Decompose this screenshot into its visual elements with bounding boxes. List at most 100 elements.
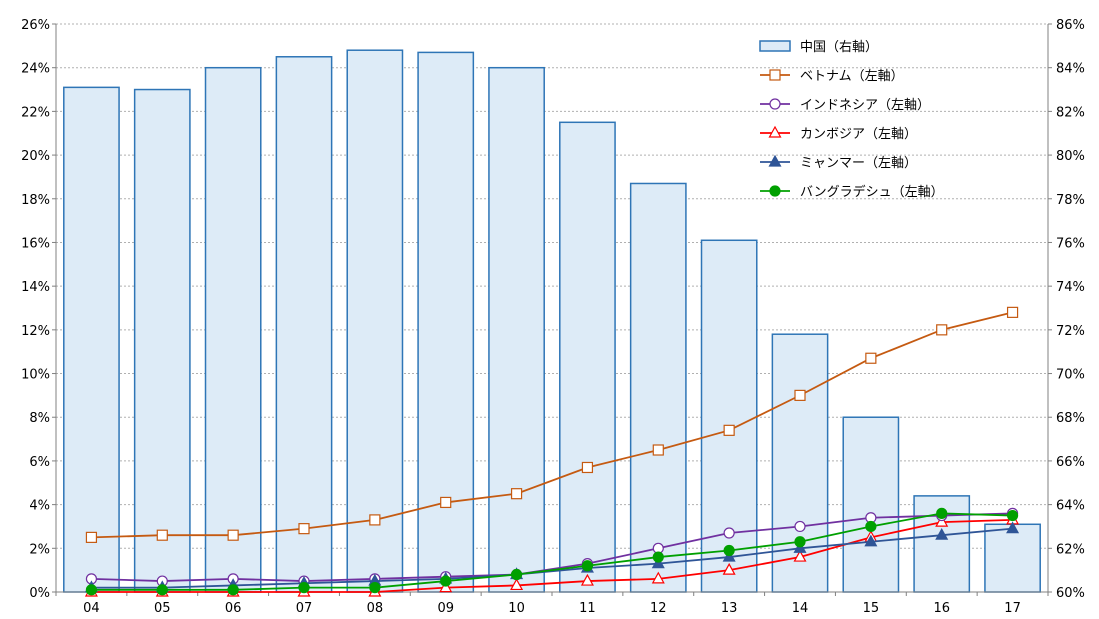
series-point — [227, 584, 239, 596]
series-line — [91, 311, 1013, 539]
series-point — [864, 534, 878, 547]
bar-china — [346, 49, 404, 593]
x-tick-label: 17 — [1004, 601, 1021, 616]
right-tick-label: 68% — [1056, 411, 1085, 426]
series-line — [91, 512, 1013, 591]
bar-china — [63, 86, 120, 593]
right-tick-label: 70% — [1056, 368, 1085, 383]
legend-label: ベトナム（左軸） — [800, 69, 904, 84]
series-point — [369, 514, 381, 526]
right-tick-label: 80% — [1056, 149, 1085, 164]
series-point — [156, 529, 168, 541]
left-tick-label: 14% — [21, 280, 50, 295]
right-tick-label: 86% — [1056, 18, 1085, 33]
series-point — [794, 520, 806, 533]
series-point — [227, 529, 239, 541]
legend-swatch-marker — [769, 185, 781, 197]
series-point — [652, 551, 664, 563]
x-tick-label: 12 — [650, 601, 667, 616]
x-axis-ticks: 04 05 06 07 08 09 10 11 12 13 14 15 16 17 — [55, 592, 1049, 616]
series-point — [793, 549, 807, 562]
bar-china — [842, 416, 900, 593]
left-tick-label: 12% — [21, 324, 50, 339]
legend-label: カンボジア（左軸） — [800, 127, 917, 142]
series-point — [510, 488, 523, 500]
legend-swatch-marker — [769, 98, 781, 110]
right-tick-label: 66% — [1056, 455, 1085, 470]
series-point — [723, 527, 735, 539]
x-tick-label: 09 — [437, 601, 454, 616]
series-point — [510, 568, 523, 581]
series-point — [156, 584, 168, 596]
series-point — [1006, 509, 1019, 522]
right-axis-ticks: 60% 62% 64% 66% 68% 70% 72% 74% 76% 78% 80% 82% 84% 8… — [1048, 18, 1085, 601]
series-point — [865, 520, 877, 533]
left-tick-label: 10% — [21, 368, 50, 383]
legend-swatch-marker — [768, 154, 782, 167]
bar-china — [629, 182, 687, 593]
line-series — [84, 306, 1020, 597]
x-tick-label: 11 — [579, 601, 596, 616]
left-tick-label: 8% — [29, 411, 50, 426]
series-1 — [85, 507, 1019, 587]
x-tick-label: 06 — [225, 601, 242, 616]
series-point — [794, 389, 806, 401]
bar-china — [133, 88, 191, 593]
x-tick-label: 15 — [863, 601, 880, 616]
right-tick-label: 60% — [1056, 586, 1085, 601]
x-tick-label: 08 — [367, 601, 384, 616]
x-tick-label: 10 — [508, 601, 525, 616]
series-point — [723, 544, 735, 557]
series-point — [794, 536, 806, 548]
series-point — [510, 578, 524, 591]
legend-swatch-marker — [769, 69, 781, 81]
bar-china — [275, 56, 333, 593]
right-tick-label: 78% — [1056, 193, 1085, 208]
series-point — [936, 507, 948, 519]
series-point — [580, 573, 594, 586]
series-point — [298, 523, 310, 535]
series-point — [936, 324, 948, 336]
bar-china — [417, 51, 475, 593]
series-point — [1006, 521, 1020, 534]
bar-china — [204, 66, 262, 593]
left-tick-label: 0% — [29, 586, 50, 601]
series-point — [652, 444, 664, 456]
right-tick-label: 74% — [1056, 280, 1085, 295]
series-line — [91, 512, 1013, 582]
left-tick-label: 18% — [21, 193, 50, 208]
bar-series-china — [63, 49, 1041, 593]
series-point — [440, 575, 452, 587]
bar-china — [559, 121, 616, 593]
left-tick-label: 26% — [21, 18, 50, 33]
left-tick-label: 24% — [21, 62, 50, 77]
left-tick-label: 4% — [29, 499, 50, 514]
legend-swatch-china — [759, 40, 791, 52]
legend-label: 中国（右軸） — [800, 40, 878, 55]
legend-label: バングラデシュ（左軸） — [800, 184, 944, 200]
series-point — [865, 352, 877, 364]
x-tick-label: 16 — [933, 601, 950, 616]
series-point — [298, 582, 310, 594]
right-tick-label: 84% — [1056, 62, 1085, 77]
x-tick-label: 07 — [296, 601, 313, 616]
legend-label: ミャンマー（左軸） — [800, 156, 917, 171]
right-tick-label: 64% — [1056, 499, 1085, 514]
left-tick-label: 6% — [29, 455, 50, 470]
series-point — [651, 571, 665, 584]
left-tick-label: 22% — [21, 105, 50, 120]
right-tick-label: 62% — [1056, 542, 1085, 557]
bar-china — [700, 239, 758, 593]
legend-swatch-marker — [768, 125, 782, 138]
series-point — [723, 424, 735, 436]
series-point — [85, 531, 98, 543]
x-tick-label: 14 — [792, 601, 809, 616]
series-line — [91, 527, 1013, 589]
series-point — [935, 527, 949, 540]
legend-label: インドネシア（左軸） — [800, 98, 930, 113]
series-point — [1006, 306, 1019, 318]
series-4 — [85, 507, 1019, 596]
bar-china — [984, 523, 1041, 593]
x-tick-label: 04 — [83, 601, 100, 616]
